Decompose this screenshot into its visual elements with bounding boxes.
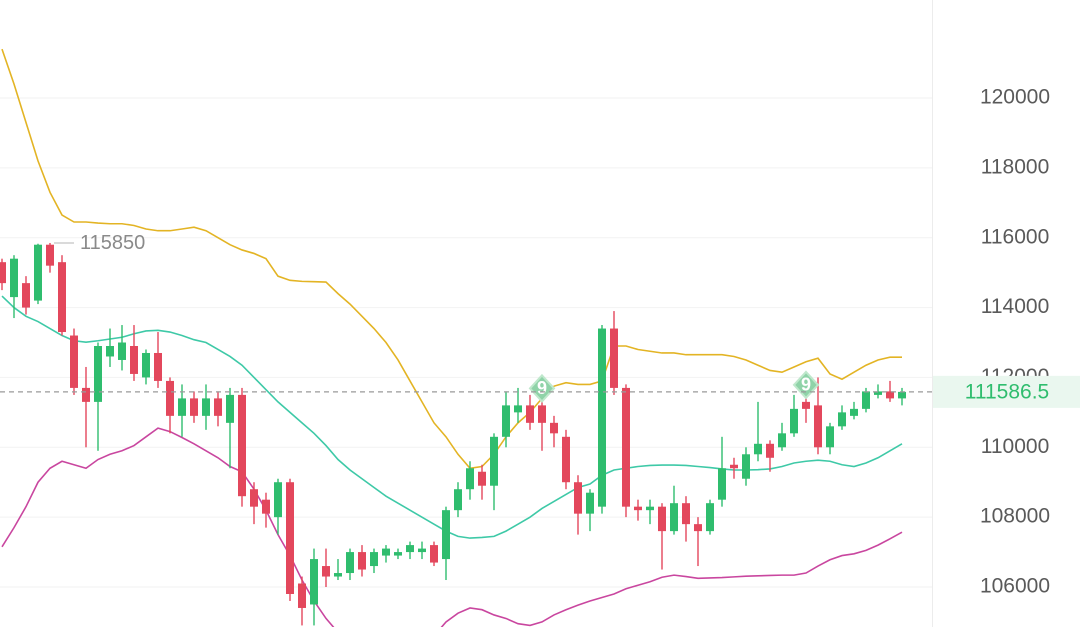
candle-body	[766, 443, 774, 458]
candle-body	[478, 471, 486, 486]
band-line	[1, 295, 903, 539]
candle-body	[814, 405, 822, 448]
candle-body	[106, 346, 114, 357]
band-line	[1, 48, 902, 470]
candle-body	[418, 548, 426, 553]
candle-body	[598, 328, 606, 507]
candle-body	[70, 335, 78, 388]
candle-body	[454, 489, 462, 511]
candle-body	[682, 503, 690, 525]
max-label: 115850	[80, 232, 145, 254]
candle-body	[238, 394, 246, 497]
candle-body	[718, 468, 726, 500]
last-price-label: 111586.5	[965, 380, 1049, 403]
candle-body	[226, 394, 234, 423]
candle-body	[358, 552, 366, 570]
candle-body	[274, 482, 282, 518]
candle-body	[862, 391, 870, 409]
candle-body	[310, 559, 318, 605]
candle-body	[154, 352, 162, 381]
candle-body	[790, 408, 798, 434]
candle-body	[118, 342, 126, 360]
candle-body	[322, 566, 330, 577]
candle-body	[466, 468, 474, 490]
candle-body	[130, 346, 138, 374]
candle-body	[670, 503, 678, 532]
candle-body	[46, 244, 54, 266]
candle-body	[538, 405, 546, 423]
candle-body	[94, 346, 102, 402]
candle-body	[190, 398, 198, 416]
candle-body	[334, 573, 342, 577]
candle-body	[658, 506, 666, 532]
candle-body	[10, 258, 18, 298]
candle-body	[382, 548, 390, 556]
candle-body	[742, 454, 750, 479]
candle-body	[286, 482, 294, 594]
candle-body	[574, 482, 582, 514]
candle-body	[886, 391, 894, 399]
candle-body	[346, 552, 354, 574]
signal-label: 9	[801, 375, 811, 395]
candle-body	[490, 436, 498, 486]
candle-body	[898, 391, 906, 399]
candle-body	[838, 412, 846, 427]
candle-body	[0, 262, 6, 284]
y-tick-label: 108000	[980, 505, 1050, 528]
candle-body	[730, 464, 738, 469]
y-tick-label: 118000	[981, 155, 1050, 178]
candle-body	[610, 328, 618, 388]
candle-body	[586, 492, 594, 514]
y-tick-label: 116000	[981, 225, 1050, 248]
signal-badge	[792, 370, 820, 400]
candle-body	[58, 262, 66, 333]
candle-body	[706, 503, 714, 532]
candle-body	[82, 387, 90, 402]
candle-body	[178, 398, 186, 416]
candle-body	[550, 422, 558, 434]
candle-body	[298, 583, 306, 608]
y-tick-label: 114000	[981, 295, 1050, 318]
plot-area	[0, 48, 906, 627]
candle-body	[394, 552, 402, 556]
candle-body	[802, 401, 810, 409]
signal-badge	[528, 373, 556, 403]
band-line	[1, 427, 903, 627]
candle-body	[34, 244, 42, 301]
candle-body	[622, 387, 630, 507]
candle-body	[850, 408, 858, 416]
candle-body	[166, 380, 174, 416]
y-tick-label: 110000	[981, 435, 1050, 458]
candle-body	[262, 499, 270, 514]
candle-body	[370, 552, 378, 567]
overlay: 115850 9 9 111586.5	[0, 232, 1080, 408]
candle-body	[514, 405, 522, 413]
signal-label: 9	[537, 378, 547, 398]
candle-body	[502, 405, 510, 437]
candle-body	[754, 443, 762, 455]
candle-body	[214, 398, 222, 416]
candle-body	[526, 405, 534, 423]
y-tick-label: 106000	[980, 575, 1050, 598]
last-price-tag	[933, 375, 1080, 408]
candle-body	[142, 352, 150, 378]
candle-body	[562, 436, 570, 483]
candle-body	[250, 489, 258, 507]
candle-body	[406, 545, 414, 553]
candle-body	[22, 283, 30, 308]
candle-body	[778, 433, 786, 448]
candle-body	[442, 510, 450, 560]
candle-body	[634, 506, 642, 511]
candle-body	[202, 398, 210, 416]
candle-body	[874, 391, 882, 395]
candle-body	[826, 426, 834, 448]
y-tick-label: 120000	[980, 86, 1050, 109]
candle-body	[430, 545, 438, 563]
candle-body	[694, 524, 702, 532]
candle-body	[646, 506, 654, 511]
